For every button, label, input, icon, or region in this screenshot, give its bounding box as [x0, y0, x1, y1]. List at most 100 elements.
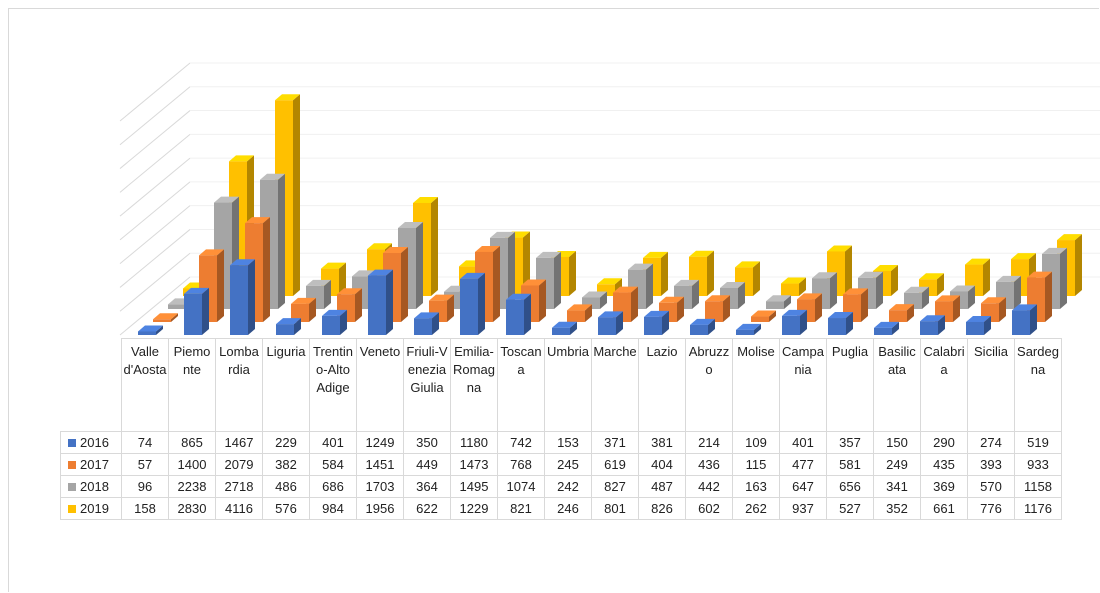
bar-top — [475, 245, 500, 252]
bar — [690, 318, 715, 335]
bar-side — [171, 313, 178, 322]
bar-top — [567, 304, 592, 311]
bar-side — [478, 272, 485, 335]
bar-side — [907, 304, 914, 322]
value-cell: 249 — [873, 453, 921, 476]
bar — [751, 310, 776, 322]
category-label: Veneto — [356, 338, 404, 432]
value-cell: 404 — [638, 453, 686, 476]
bar-front — [567, 310, 585, 322]
bar-side — [1014, 275, 1021, 309]
bar-side — [708, 318, 715, 335]
grid-line — [119, 86, 191, 146]
bar-top — [644, 310, 669, 317]
bar-top — [689, 250, 714, 257]
grid-line — [119, 252, 191, 312]
bar-side — [922, 286, 929, 309]
value-cell: 768 — [497, 453, 545, 476]
value-cell: 2830 — [168, 497, 216, 520]
bar-top — [230, 259, 255, 266]
grid-line — [119, 276, 191, 336]
bar — [291, 297, 316, 322]
bar-front — [828, 318, 846, 335]
bar-side — [861, 288, 868, 322]
bar — [582, 291, 607, 309]
bar — [782, 309, 807, 335]
bar-top — [797, 293, 822, 300]
value-cell: 2079 — [215, 453, 263, 476]
grid-line — [119, 205, 191, 265]
value-cell: 382 — [262, 453, 310, 476]
value-cell: 246 — [544, 497, 592, 520]
value-cell: 1158 — [1014, 475, 1062, 498]
value-cell: 827 — [591, 475, 639, 498]
value-cell: 262 — [732, 497, 780, 520]
bar-side — [999, 297, 1006, 322]
bar-top — [720, 281, 745, 288]
bar-side — [845, 245, 852, 296]
value-cell: 821 — [497, 497, 545, 520]
bar-side — [569, 250, 576, 296]
category-label: Puglia — [826, 338, 874, 432]
value-cell: 229 — [262, 431, 310, 454]
bar-front — [782, 315, 800, 335]
bar-side — [416, 222, 423, 309]
bar-top — [260, 173, 285, 180]
value-cell: 826 — [638, 497, 686, 520]
bar-top — [950, 285, 975, 292]
bar-top — [889, 304, 914, 311]
bar — [460, 272, 485, 335]
value-cell: 57 — [121, 453, 169, 476]
category-label: Trentino-Alto Adige — [309, 338, 357, 432]
bar-front — [1012, 310, 1030, 335]
bar-top — [214, 196, 239, 203]
bar-side — [983, 258, 990, 296]
category-label: Campania — [779, 338, 827, 432]
bar-front — [368, 275, 386, 335]
value-cell: 619 — [591, 453, 639, 476]
bar — [1012, 304, 1037, 335]
value-cell: 245 — [544, 453, 592, 476]
value-cell: 115 — [732, 453, 780, 476]
value-cell: 933 — [1014, 453, 1062, 476]
bar-top — [843, 288, 868, 295]
bar-side — [202, 287, 209, 335]
value-cell: 576 — [262, 497, 310, 520]
bar-front — [582, 297, 600, 309]
bar-side — [355, 288, 362, 322]
bar-top — [337, 288, 362, 295]
value-cell: 519 — [1014, 431, 1062, 454]
bar-top — [582, 291, 607, 298]
grid-line — [119, 229, 191, 288]
legend-label: 2019 — [80, 500, 109, 516]
category-label: Basilicata — [873, 338, 921, 432]
bar-top — [306, 279, 331, 286]
bar — [230, 259, 255, 335]
bar-side — [723, 295, 730, 322]
bar — [552, 321, 577, 335]
bar — [368, 269, 393, 335]
legend-label: 2017 — [80, 456, 109, 472]
bar-top — [138, 325, 163, 332]
bar-side — [937, 273, 944, 296]
bar-top — [705, 295, 730, 302]
bar — [598, 311, 623, 335]
bar-top — [1042, 247, 1067, 254]
bar-top — [751, 310, 776, 317]
value-cell: 865 — [168, 431, 216, 454]
bar-top — [781, 277, 806, 284]
bar-top — [460, 272, 485, 279]
category-label: Lombardia — [215, 338, 263, 432]
value-cell: 1467 — [215, 431, 263, 454]
bar-top — [981, 297, 1006, 304]
value-cell: 290 — [920, 431, 968, 454]
bar-front — [552, 327, 570, 335]
bar-side — [340, 309, 347, 335]
bar-side — [401, 246, 408, 322]
bar — [705, 295, 730, 322]
value-cell: 242 — [544, 475, 592, 498]
bar-top — [275, 94, 300, 101]
bar — [567, 304, 592, 322]
bar-front — [414, 318, 432, 335]
bar — [781, 277, 806, 296]
